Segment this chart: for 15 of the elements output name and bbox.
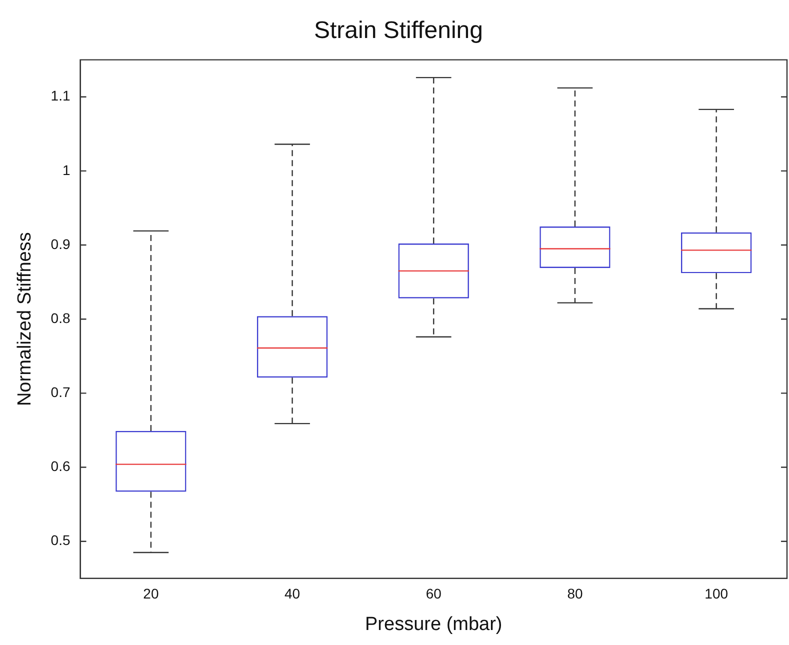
chart-title: Strain Stiffening bbox=[314, 17, 483, 44]
y-tick-label: 0.6 bbox=[50, 458, 70, 474]
y-tick-label: 0.8 bbox=[50, 310, 70, 326]
x-tick-label: 100 bbox=[704, 586, 728, 602]
x-tick-label: 40 bbox=[284, 586, 300, 602]
y-tick-label: 1.1 bbox=[50, 88, 70, 104]
y-tick-label: 0.9 bbox=[50, 236, 70, 252]
y-tick-label: 0.5 bbox=[50, 532, 70, 548]
x-tick-label: 60 bbox=[426, 586, 442, 602]
y-axis-title: Normalized Stiffness bbox=[14, 232, 36, 406]
x-axis-title: Pressure (mbar) bbox=[365, 614, 502, 635]
y-tick-label: 0.7 bbox=[50, 384, 70, 400]
y-tick-label: 1 bbox=[62, 162, 70, 178]
x-tick-label: 80 bbox=[567, 586, 583, 602]
x-tick-label: 20 bbox=[143, 586, 159, 602]
